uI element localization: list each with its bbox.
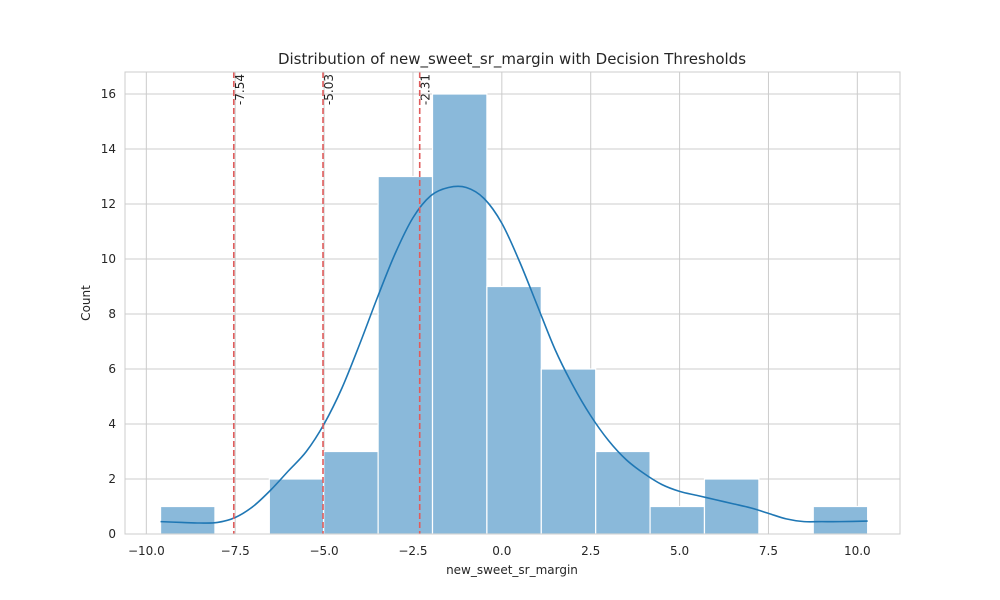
y-tick-labels: 0 2 4 6 8 10 12 14 16 — [101, 87, 116, 541]
histogram-bar — [486, 285, 542, 535]
x-tick-label: 7.5 — [759, 544, 778, 558]
histogram-bar — [431, 93, 488, 535]
x-tick-label: 5.0 — [670, 544, 689, 558]
histogram-bar — [649, 505, 706, 535]
histogram-bar — [595, 450, 651, 535]
y-axis-label: Count — [79, 285, 93, 321]
x-tick-label: 0.0 — [492, 544, 511, 558]
y-tick-label: 12 — [101, 197, 116, 211]
histogram-bar — [377, 175, 434, 535]
y-tick-label: 6 — [108, 362, 116, 376]
y-tick-label: 14 — [101, 142, 116, 156]
threshold-label: -2.31 — [419, 74, 433, 105]
y-tick-label: 10 — [101, 252, 116, 266]
threshold-label: -5.03 — [322, 74, 336, 105]
histogram-bar — [323, 450, 379, 535]
x-tick-label: −10.0 — [128, 544, 165, 558]
x-tick-labels: −10.0 −7.5 −5.0 −2.5 0.0 2.5 5.0 7.5 10.0 — [128, 544, 871, 558]
x-tick-label: 2.5 — [581, 544, 600, 558]
histogram-bar — [159, 505, 216, 535]
y-tick-label: 0 — [108, 527, 116, 541]
x-tick-label: −5.0 — [310, 544, 339, 558]
y-tick-label: 16 — [101, 87, 116, 101]
threshold-lines: -7.54 -5.03 -2.31 — [233, 72, 433, 534]
plot-frame — [124, 71, 901, 535]
histogram-bar — [268, 478, 325, 535]
y-tick-label: 2 — [108, 472, 116, 486]
x-tick-label: −2.5 — [398, 544, 427, 558]
x-tick-label: −7.5 — [221, 544, 250, 558]
x-axis-label: new_sweet_sr_margin — [446, 563, 578, 577]
kde-curve-layer — [160, 185, 868, 524]
histogram-bar — [540, 368, 597, 535]
histogram-bar — [812, 505, 869, 535]
kde-curve — [160, 185, 868, 524]
chart-title: Distribution of new_sweet_sr_margin with… — [278, 50, 746, 69]
histogram-bar — [703, 478, 760, 535]
threshold-label: -7.54 — [233, 74, 247, 105]
histogram-bars — [159, 93, 869, 535]
x-tick-label: 10.0 — [844, 544, 871, 558]
y-tick-label: 8 — [108, 307, 116, 321]
y-tick-label: 4 — [108, 417, 116, 431]
